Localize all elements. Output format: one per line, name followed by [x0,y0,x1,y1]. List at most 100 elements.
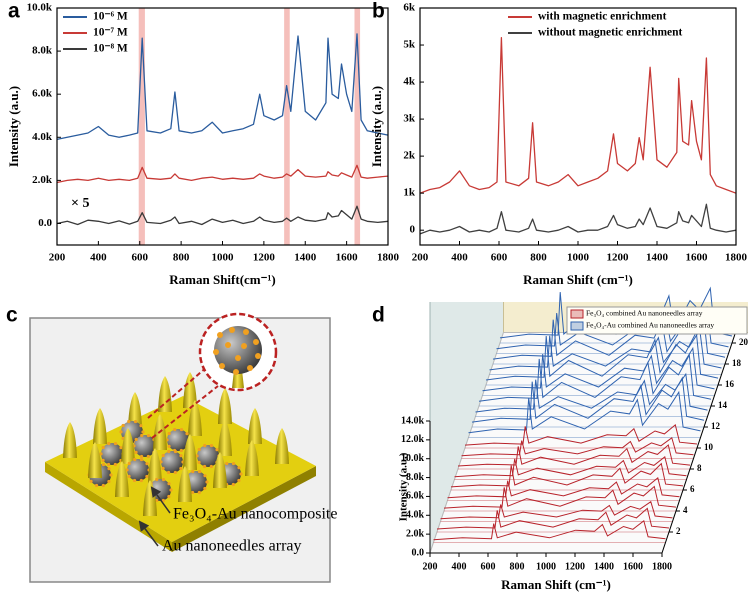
particle-dot [132,478,137,483]
y-tick-label: 1k [403,187,416,199]
x-tick-label: 600 [132,252,149,264]
particle-dot [133,457,137,462]
particle-dot [119,446,123,450]
particle-dot [205,480,209,484]
particle-dot [161,477,166,482]
particle-dot [139,454,144,459]
particle-dot [235,355,241,361]
y-tick-label: 0.0 [38,217,52,229]
particle-dot [113,441,118,446]
particle-dot [241,343,247,349]
particle-dot [139,424,143,428]
particle-dot [107,441,111,446]
needle [245,440,259,476]
particle-dot [229,327,235,333]
legend-label: 10⁻⁶ M [93,11,128,23]
x-tick-label: 800 [530,252,547,264]
particle-dot [203,474,207,478]
z-tick-label: 10 [704,442,714,452]
spectrum-trace [468,390,701,434]
x-tick-label: 600 [491,252,508,264]
needle [121,428,135,464]
y-tick-label: 6.0k [406,491,425,502]
needle [63,422,77,458]
spectrum-trace [443,485,677,509]
needle [218,388,232,424]
particle-dot [145,474,149,479]
legend-label: without magnetic enrichment [538,27,683,39]
particle-dot [167,431,171,436]
particle-dot [139,457,144,462]
particle-dot [197,469,202,474]
z-axis [661,332,736,554]
needle [178,466,192,502]
needle [158,376,172,412]
particle-dot [167,482,171,486]
highlight-band [284,8,290,245]
z-tick-label: 14 [718,400,728,410]
x-tick-label: 1600 [686,252,709,264]
panel-label: d [372,304,385,327]
x-tick-label: 400 [90,252,107,264]
spectrum-line [419,36,737,194]
y-tick-label: 6.0k [32,88,53,100]
y-tick-label: 4.0k [32,131,53,143]
particle-dot [197,447,201,452]
y-tick-label: 5k [403,39,416,51]
y-tick-label: 6k [403,2,416,14]
particle-dot [145,462,149,466]
particle-dot [121,423,125,428]
x-tick-label: 1000 [212,252,235,264]
particle-dot [113,462,117,467]
annotation: Fe₃O₄-Au nanocomposite [173,506,337,523]
x-tick-label: 400 [451,252,468,264]
particle-dot [209,443,214,448]
annotation: Au nanoneedles array [162,538,302,555]
spectrum-trace [485,330,719,381]
needle [275,428,289,464]
needle [218,420,232,456]
legend-label: 10⁻⁸ M [93,43,128,55]
particle-dot [101,445,105,450]
y-tick-label: 0.0 [412,547,425,558]
y-tick-label: 2.0k [406,528,425,539]
particle-dot [243,329,249,335]
x-tick-label: 1200 [607,252,630,264]
needle [183,372,197,408]
particle-dot [173,449,178,454]
plot-frame [419,7,737,246]
legend-swatch [570,309,584,319]
particle-dot [225,461,229,466]
particle-dot [231,482,235,487]
particle-dot [99,452,103,456]
y-tick-label: 10.0k [401,453,425,464]
particle-dot [209,464,213,469]
needle [115,461,129,497]
particle-dot [161,453,165,458]
annotation: × 5 [71,196,89,211]
y-tick-label: 2.0k [32,174,53,186]
y-tick-label: 4k [403,76,416,88]
spectrum-trace [436,507,670,530]
needle [183,434,197,470]
y-tick-label: 3k [403,113,416,125]
particle-dot [217,332,223,338]
x-tick-label: 1200 [253,252,276,264]
particle-dot [146,433,151,438]
particle-dot [166,470,171,475]
particle-dot [203,443,207,448]
particle-dot [101,462,106,467]
particle-dot [109,473,113,477]
particle-dot [179,454,183,458]
y-tick-label: 0 [410,224,416,236]
particle [161,451,183,473]
particle-dot [94,483,99,488]
spectrum-trace [461,436,694,457]
z-tick-label: 6 [690,484,695,494]
illustration: c Fe₃O₄-Au nanocomposite Au nanoneedles … [6,304,337,583]
particle-dot [167,449,171,454]
z-tick-label: 8 [697,463,702,473]
particle-dot [107,479,111,484]
x-tick-label: 1400 [294,252,317,264]
particle-dot [237,478,241,483]
